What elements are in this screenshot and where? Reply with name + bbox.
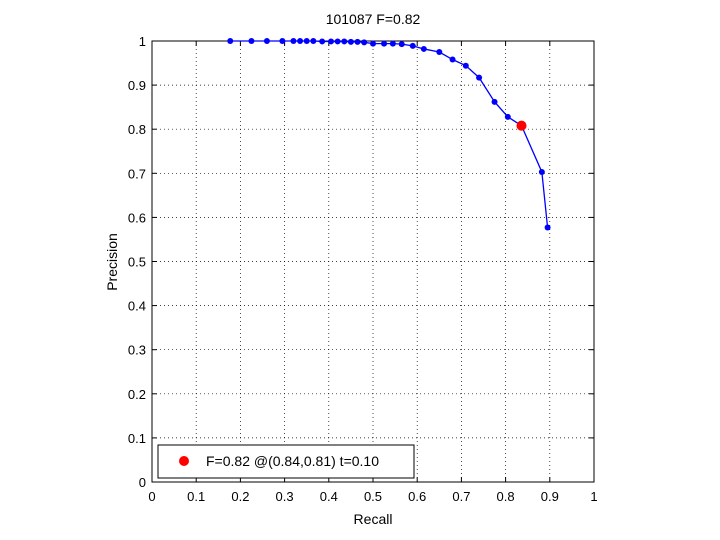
data-point (290, 38, 297, 44)
y-tick-label: 0 (139, 475, 146, 490)
series-layer (227, 38, 551, 231)
x-tick-label: 0.8 (497, 489, 515, 504)
data-point (297, 38, 304, 44)
y-axis-label: Precision (104, 233, 120, 291)
data-point (263, 38, 270, 44)
data-point (319, 38, 326, 45)
data-point (381, 40, 388, 47)
data-point (361, 39, 368, 46)
data-point (370, 40, 376, 47)
data-point (341, 38, 348, 45)
best-f-point (516, 120, 527, 131)
x-tick-label: 0 (148, 489, 155, 504)
data-point (303, 38, 310, 44)
y-tick-label: 0.4 (128, 299, 146, 314)
legend-label: F=0.82 @(0.84,0.81) t=0.10 (206, 453, 379, 469)
legend: F=0.82 @(0.84,0.81) t=0.10 (157, 444, 415, 479)
x-tick-label: 0.2 (231, 489, 249, 504)
x-tick-label: 0.7 (452, 489, 470, 504)
x-tick-label: 0.6 (408, 489, 426, 504)
y-tick-label: 0.5 (128, 255, 146, 270)
data-point (354, 38, 361, 45)
data-point (476, 74, 483, 81)
x-axis-label: Recall (354, 511, 393, 527)
y-tick-label: 0.8 (128, 122, 146, 137)
data-point (227, 38, 234, 44)
data-point (398, 41, 405, 48)
data-point (279, 38, 286, 44)
data-point (334, 38, 341, 45)
data-point (409, 42, 416, 49)
data-point (491, 98, 498, 105)
data-point (538, 168, 545, 175)
x-tick-label: 1 (590, 489, 597, 504)
y-tick-label: 0.7 (128, 166, 146, 181)
x-tick-labels: 0 0.1 0.2 0.3 0.4 0.5 0.6 0.7 0.8 0.9 1 (148, 489, 597, 504)
data-point (504, 113, 511, 120)
y-tick-label: 0.6 (128, 210, 146, 225)
y-tick-label: 0.3 (128, 343, 146, 358)
y-tick-label: 0.1 (128, 431, 146, 446)
data-point (310, 38, 317, 44)
legend-marker (179, 456, 189, 466)
data-point (389, 40, 396, 47)
data-point (328, 38, 335, 45)
y-tick-labels: 0 0.1 0.2 0.3 0.4 0.5 0.6 0.7 0.8 0.9 1 (128, 34, 146, 490)
x-tick-label: 0.9 (541, 489, 559, 504)
chart-title: 101087 F=0.82 (326, 11, 421, 27)
data-point (436, 49, 443, 56)
x-tick-label: 0.4 (320, 489, 338, 504)
data-point (449, 56, 456, 63)
x-tick-label: 0.5 (364, 489, 382, 504)
legend-box (157, 444, 415, 479)
y-tick-label: 1 (139, 34, 146, 49)
data-point (248, 38, 255, 44)
y-tick-label: 0.9 (128, 78, 146, 93)
data-point (544, 224, 551, 231)
x-tick-label: 0.1 (187, 489, 205, 504)
data-point (347, 38, 354, 45)
x-tick-label: 0.3 (276, 489, 294, 504)
data-point (420, 45, 427, 52)
y-tick-label: 0.2 (128, 387, 146, 402)
data-point (462, 62, 469, 69)
